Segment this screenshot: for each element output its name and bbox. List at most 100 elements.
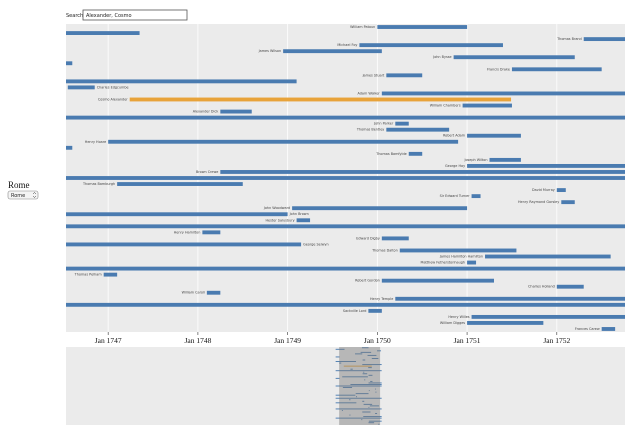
overview-bar (362, 373, 368, 375)
task-label: Thomas Bentley (356, 128, 384, 132)
overview-brush (339, 347, 381, 425)
task-bar (467, 260, 477, 265)
task-label: Henry Hamilton (174, 230, 201, 234)
overview-bar (350, 368, 353, 370)
task-bar (471, 314, 625, 319)
overview-bar (371, 358, 379, 359)
task-bar (66, 302, 625, 307)
task-label: Thomas Bamburgh (82, 182, 115, 186)
task-bar (220, 109, 252, 114)
overview-bar (378, 423, 380, 425)
overview-bar (368, 374, 373, 376)
overview-bar (355, 393, 369, 395)
task-bar (556, 284, 584, 289)
task-label: Matthew Fetherstonhaugh (421, 261, 466, 265)
overview-bar (335, 385, 382, 387)
task-bar (117, 182, 243, 186)
task-bar (66, 145, 73, 150)
overview-bar (341, 410, 343, 411)
task-bar (66, 176, 625, 180)
overview-bar (343, 365, 372, 367)
task-label: David Murray (532, 188, 555, 192)
overview-bar (335, 394, 356, 396)
overview-bar (375, 388, 376, 390)
overview-bar (375, 413, 378, 414)
overview-bar (360, 351, 372, 353)
task-bar (467, 133, 521, 138)
task-bar (292, 206, 468, 211)
search-input[interactable] (82, 9, 188, 21)
task-bar (66, 224, 625, 229)
task-bar (129, 97, 512, 102)
task-bar (359, 43, 503, 48)
task-label: George Hay (445, 164, 465, 168)
task-bar (381, 91, 625, 96)
overview-bar (368, 382, 382, 384)
x-tick-label: Jan 1747 (95, 336, 122, 345)
search-label: Search: (66, 13, 85, 19)
task-bar (556, 188, 566, 193)
overview-bar (355, 353, 363, 355)
task-bar (489, 157, 521, 162)
overview-bar (335, 370, 382, 372)
x-tick-label: Jan 1749 (274, 336, 301, 345)
overview-bar (335, 356, 340, 358)
place-option[interactable]: Rome (11, 193, 25, 199)
overview-bar (335, 417, 382, 419)
task-bar (395, 121, 409, 126)
overview-bar (335, 361, 357, 362)
overview-bar (350, 384, 382, 385)
task-bar (66, 115, 625, 120)
task-bar (66, 266, 625, 271)
overview-bar (375, 391, 377, 393)
place-select[interactable] (7, 190, 39, 200)
task-label: Brown Crewe (196, 170, 218, 174)
task-label: George Selwyn (303, 242, 329, 246)
task-bar (108, 139, 459, 144)
task-bar (206, 290, 221, 295)
task-bar (471, 194, 481, 199)
overview-bar (368, 406, 370, 408)
task-bar (511, 67, 602, 72)
task-label: Alexander Dick (193, 110, 219, 114)
task-bar (583, 37, 625, 42)
overview-bar (335, 408, 382, 410)
x-tick-label: Jan 1752 (543, 336, 570, 345)
overview-bar (362, 400, 365, 402)
task-label: Henry Raymond Gorsley (518, 200, 559, 204)
task-label: Robert Adam (443, 134, 466, 138)
overview-bar (368, 390, 370, 392)
task-label: Sir Edward Turner (440, 194, 471, 198)
task-bar (561, 200, 575, 205)
overview-bar (361, 419, 363, 421)
overview-bar (368, 422, 375, 424)
place-title: Rome (8, 180, 30, 190)
overview-bar (363, 416, 382, 418)
task-label: Cosmo Alexander (98, 97, 128, 101)
task-label: Sackville Lord (343, 309, 366, 313)
task-bar (485, 254, 611, 259)
search-value[interactable]: Alexander, Cosmo (86, 13, 132, 19)
overview-bar (368, 420, 382, 422)
x-axis: Jan 1747 Jan 1748 Jan 1749 Jan 1750 Jan 1751… (95, 332, 570, 345)
overview-bar (364, 379, 366, 381)
overview-bar (362, 364, 382, 366)
task-bar (377, 25, 468, 29)
x-tick-label: Jan 1751 (454, 336, 481, 345)
task-label: Frances Carew (575, 327, 600, 331)
task-label: Thomas Pelham (74, 273, 103, 277)
task-label: Charles Holland (528, 285, 555, 289)
overview-bar (335, 348, 345, 350)
task-bar (66, 212, 288, 217)
task-bar (66, 242, 302, 247)
task-label: Edward Digby (356, 236, 380, 240)
task-label: Charles Edgcumbe (97, 85, 129, 89)
task-bar (467, 321, 544, 325)
task-bar (453, 55, 575, 60)
overview-bar (335, 397, 382, 399)
task-label: William Caroli (182, 291, 205, 295)
overview-bar (335, 377, 340, 379)
task-bar (399, 248, 517, 253)
task-bar (386, 127, 450, 132)
select-arrow (32, 192, 37, 198)
